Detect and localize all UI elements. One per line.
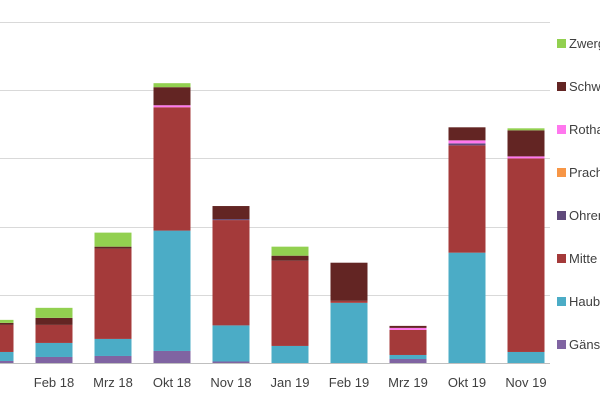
bar-segment-gänse — [94, 355, 132, 363]
bar-segment-mitte — [35, 324, 73, 343]
bar-segment-schw — [94, 246, 132, 249]
legend-swatch — [557, 168, 566, 177]
bar-segment-mitte — [153, 107, 191, 231]
legend-label: Zwerg — [569, 36, 600, 51]
bar-segment-mitte — [330, 300, 368, 303]
legend-swatch — [557, 125, 566, 134]
x-tick-label: Okt 19 — [448, 375, 486, 390]
bar-segment-haub — [330, 302, 368, 363]
legend-label: Schw — [569, 79, 600, 94]
bar-segment-ohren — [212, 219, 250, 221]
legend-swatch — [557, 82, 566, 91]
legend-swatch — [557, 254, 566, 263]
legend-label: Mitte — [569, 251, 597, 266]
bar-segment-haub — [212, 325, 250, 362]
bar-segment-zwerg — [35, 307, 73, 318]
x-tick-label: Feb 18 — [34, 375, 74, 390]
x-tick-label: Nov 18 — [210, 375, 251, 390]
x-tick-label: Mrz 18 — [93, 375, 133, 390]
x-tick-label: Mrz 19 — [388, 375, 428, 390]
bar-segment-rotha — [507, 156, 545, 159]
bar-segment-zwerg — [0, 319, 14, 323]
bar-segment-schw — [153, 87, 191, 106]
bar-segment-zwerg — [271, 246, 309, 256]
bar-segment-haub — [94, 338, 132, 356]
bar-segment-schw — [271, 255, 309, 261]
bar-segment-gänse — [212, 361, 250, 363]
x-tick-label: Feb 19 — [329, 375, 369, 390]
bar-segment-schw — [330, 262, 368, 301]
x-tick-label: Nov 19 — [505, 375, 546, 390]
bar-segment-schw — [448, 127, 486, 141]
bar-segment-schw — [212, 206, 250, 220]
bar-segment-mitte — [0, 324, 14, 352]
x-tick-label: Jan 19 — [270, 375, 309, 390]
bars — [0, 83, 545, 363]
bar-segment-mitte — [271, 260, 309, 346]
bar-segment-ohren — [448, 143, 486, 146]
bar-segment-gänse — [389, 358, 427, 363]
bar-segment-mitte — [507, 158, 545, 352]
bar-segment-mitte — [94, 248, 132, 339]
bar-segment-gänse — [35, 356, 73, 363]
bar-segment-haub — [0, 351, 14, 361]
gridlines — [0, 22, 550, 364]
legend-label: Rotha — [569, 122, 600, 137]
bar-segment-haub — [35, 342, 73, 357]
bar-segment-gänse — [153, 350, 191, 363]
legend-swatch — [557, 211, 566, 220]
legend-label: Prach — [569, 165, 600, 180]
bar-segment-gänse — [0, 360, 14, 363]
legend: Zwerg Schw Rotha Prach Ohren Mitte Haub Gänse — [557, 36, 600, 352]
bar-segment-zwerg — [507, 128, 545, 131]
bar-segment-mitte — [448, 145, 486, 253]
bar-segment-haub — [389, 354, 427, 359]
legend-swatch — [557, 39, 566, 48]
legend-swatch — [557, 297, 566, 306]
bar-segment-haub — [507, 351, 545, 363]
legend-label: Ohren — [569, 208, 600, 223]
bar-segment-haub — [271, 345, 309, 363]
bar-segment-zwerg — [94, 232, 132, 247]
bar-segment-rotha — [448, 140, 486, 144]
bar-segment-schw — [389, 325, 427, 328]
bar-segment-rotha — [389, 327, 427, 330]
bar-segment-schw — [507, 130, 545, 157]
bar-segment-schw — [0, 322, 14, 325]
legend-label: Haub — [569, 294, 600, 309]
bar-segment-schw — [35, 317, 73, 325]
bar-segment-haub — [153, 230, 191, 351]
bar-segment-zwerg — [153, 83, 191, 88]
legend-label: Gänse — [569, 337, 600, 352]
bar-segment-mitte — [389, 329, 427, 355]
legend-swatch — [557, 340, 566, 349]
bar-segment-mitte — [212, 220, 250, 326]
x-tick-label: Okt 18 — [153, 375, 191, 390]
bar-segment-rotha — [153, 105, 191, 108]
bar-segment-haub — [448, 252, 486, 363]
